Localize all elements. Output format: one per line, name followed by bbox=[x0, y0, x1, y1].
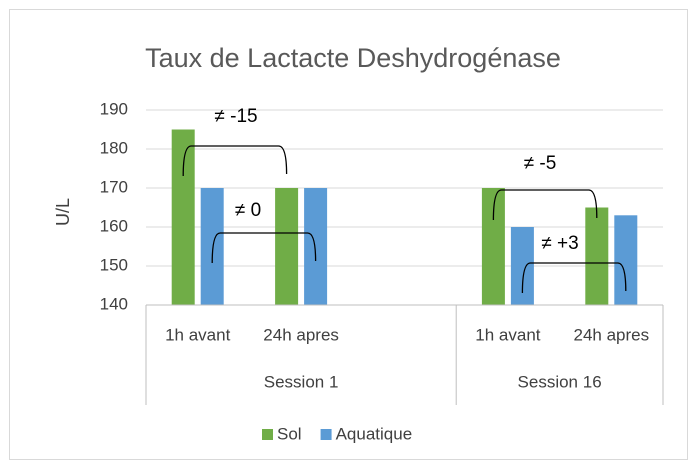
bar bbox=[200, 188, 224, 305]
y-tick-label: 140 bbox=[100, 294, 128, 313]
annotation: ≠ 0 bbox=[235, 200, 261, 221]
y-tick-label: 180 bbox=[100, 138, 128, 157]
legend-label: Sol bbox=[277, 424, 302, 443]
bar bbox=[585, 207, 609, 305]
annotation-bracket bbox=[211, 232, 317, 264]
legend-swatch bbox=[262, 429, 273, 440]
bar bbox=[275, 188, 299, 305]
y-tick-label: 150 bbox=[100, 255, 128, 274]
y-tick-label: 160 bbox=[100, 216, 128, 235]
bar bbox=[481, 188, 505, 305]
x-tick-label: 1h avant bbox=[475, 325, 540, 344]
bar bbox=[510, 227, 534, 305]
chart-frame bbox=[9, 9, 688, 460]
bar bbox=[614, 215, 638, 305]
y-tick-label: 170 bbox=[100, 177, 128, 196]
x-tick-label: 24h apres bbox=[573, 325, 649, 344]
annotation-bracket bbox=[492, 189, 598, 221]
y-tick-label: 190 bbox=[100, 99, 128, 118]
annotation: ≠ -15 bbox=[214, 106, 257, 127]
legend-swatch bbox=[320, 429, 332, 440]
x-tick-label: 24h apres bbox=[263, 325, 339, 344]
bar bbox=[304, 188, 328, 305]
legend-label: Aquatique bbox=[336, 424, 413, 443]
x-tick-label: 1h avant bbox=[165, 325, 230, 344]
annotation: ≠ -5 bbox=[524, 153, 557, 174]
y-axis-label: U/L bbox=[53, 198, 73, 226]
group-label: Session 1 bbox=[264, 372, 339, 391]
bar bbox=[171, 129, 195, 305]
chart-title: Taux de Lactacte Deshydrogénase bbox=[145, 43, 561, 73]
annotation-bracket bbox=[182, 145, 288, 177]
annotation-bracket bbox=[521, 262, 627, 294]
group-label: Session 16 bbox=[518, 372, 602, 391]
annotation: ≠ +3 bbox=[541, 233, 578, 254]
